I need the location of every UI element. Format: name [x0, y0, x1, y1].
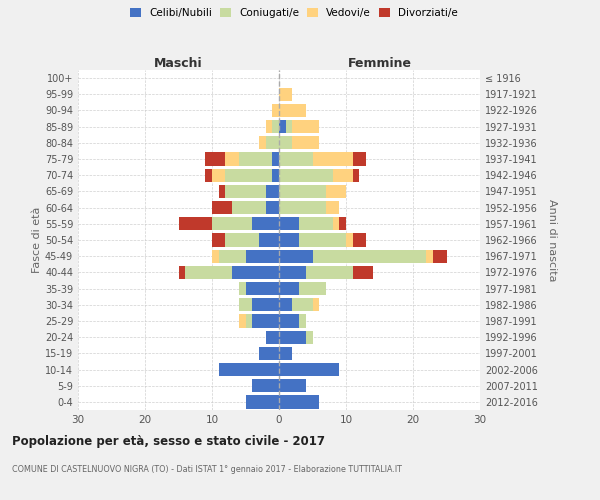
Bar [252, 379, 279, 392]
Bar [340, 217, 346, 230]
Bar [279, 346, 292, 360]
Bar [306, 266, 353, 279]
Bar [326, 185, 346, 198]
Bar [239, 298, 252, 312]
Bar [259, 346, 279, 360]
Bar [279, 330, 306, 344]
Bar [279, 104, 306, 117]
Bar [332, 168, 353, 182]
Bar [279, 88, 292, 101]
Bar [239, 314, 245, 328]
Text: Maschi: Maschi [154, 57, 203, 70]
Text: Popolazione per età, sesso e stato civile - 2017: Popolazione per età, sesso e stato civil… [12, 435, 325, 448]
Bar [279, 298, 292, 312]
Bar [218, 250, 245, 263]
Bar [219, 185, 226, 198]
Bar [332, 217, 340, 230]
Bar [299, 217, 332, 230]
Bar [212, 201, 232, 214]
Bar [232, 266, 279, 279]
Bar [353, 234, 366, 246]
Bar [179, 266, 185, 279]
Bar [252, 298, 279, 312]
Bar [226, 152, 239, 166]
Bar [353, 266, 373, 279]
Y-axis label: Fasce di età: Fasce di età [32, 207, 42, 273]
Bar [279, 250, 313, 263]
Bar [259, 234, 279, 246]
Bar [279, 314, 299, 328]
Bar [245, 396, 279, 408]
Bar [279, 266, 306, 279]
Bar [245, 250, 279, 263]
Bar [279, 217, 299, 230]
Bar [252, 217, 279, 230]
Bar [232, 201, 266, 214]
Bar [218, 363, 279, 376]
Bar [245, 282, 279, 295]
Bar [313, 152, 353, 166]
Bar [226, 234, 259, 246]
Bar [433, 250, 446, 263]
Bar [346, 234, 353, 246]
Bar [205, 168, 212, 182]
Bar [279, 363, 340, 376]
Bar [185, 266, 232, 279]
Bar [279, 152, 313, 166]
Text: Femmine: Femmine [347, 57, 412, 70]
Text: COMUNE DI CASTELNUOVO NIGRA (TO) - Dati ISTAT 1° gennaio 2017 - Elaborazione TUT: COMUNE DI CASTELNUOVO NIGRA (TO) - Dati … [12, 465, 402, 474]
Bar [279, 136, 292, 149]
Bar [266, 330, 279, 344]
Bar [266, 201, 279, 214]
Bar [252, 314, 279, 328]
Bar [306, 330, 313, 344]
Bar [427, 250, 433, 263]
Bar [266, 120, 272, 134]
Bar [212, 217, 252, 230]
Bar [239, 282, 245, 295]
Bar [292, 120, 319, 134]
Bar [299, 234, 346, 246]
Bar [279, 396, 319, 408]
Bar [205, 152, 226, 166]
Bar [226, 168, 272, 182]
Bar [326, 201, 340, 214]
Bar [353, 168, 359, 182]
Bar [212, 234, 226, 246]
Bar [292, 298, 313, 312]
Bar [272, 120, 279, 134]
Bar [239, 152, 272, 166]
Y-axis label: Anni di nascita: Anni di nascita [547, 198, 557, 281]
Bar [299, 282, 326, 295]
Bar [212, 250, 218, 263]
Bar [279, 185, 326, 198]
Bar [226, 185, 266, 198]
Bar [279, 282, 299, 295]
Bar [266, 136, 279, 149]
Bar [212, 168, 226, 182]
Bar [286, 120, 292, 134]
Bar [245, 314, 252, 328]
Bar [272, 152, 279, 166]
Bar [279, 234, 299, 246]
Bar [259, 136, 266, 149]
Bar [179, 217, 212, 230]
Bar [279, 379, 306, 392]
Bar [279, 201, 326, 214]
Bar [353, 152, 366, 166]
Bar [272, 168, 279, 182]
Bar [292, 136, 319, 149]
Bar [279, 120, 286, 134]
Bar [299, 314, 306, 328]
Bar [313, 298, 319, 312]
Bar [313, 250, 427, 263]
Legend: Celibi/Nubili, Coniugati/e, Vedovi/e, Divorziati/e: Celibi/Nubili, Coniugati/e, Vedovi/e, Di… [127, 5, 461, 21]
Bar [266, 185, 279, 198]
Bar [279, 168, 332, 182]
Bar [272, 104, 279, 117]
